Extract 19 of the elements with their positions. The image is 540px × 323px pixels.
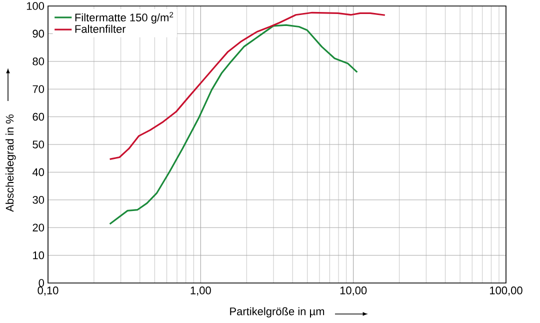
- y-tick-label: 20: [32, 224, 44, 232]
- x-tick-label: 1,00: [190, 286, 211, 296]
- y-tick-label: 30: [32, 196, 44, 204]
- y-tick-label: 0: [38, 279, 44, 287]
- y-tick-label: 90: [32, 30, 44, 38]
- y-tick-label: 100: [26, 2, 44, 10]
- x-tick-label: 10,00: [340, 286, 367, 296]
- y-tick-label: 50: [32, 140, 44, 148]
- y-tick-label: 60: [32, 112, 44, 121]
- x-tick-label: 0,10: [38, 286, 58, 296]
- y-tick-label: 10: [33, 251, 44, 260]
- x-axis-title: Partikelgröße in µm: [230, 307, 324, 318]
- y-tick-label: 80: [32, 58, 44, 66]
- y-tick-label: 70: [32, 85, 44, 93]
- legend-label: Faltenfilter: [75, 24, 126, 33]
- y-tick-label: 40: [32, 168, 44, 176]
- y-axis-title: Abscheidegrad in %: [6, 114, 16, 212]
- legend-label: Filtermatte 150 g/m$^{2}$: [75, 12, 174, 24]
- x-tick-label: 100,00: [490, 286, 522, 296]
